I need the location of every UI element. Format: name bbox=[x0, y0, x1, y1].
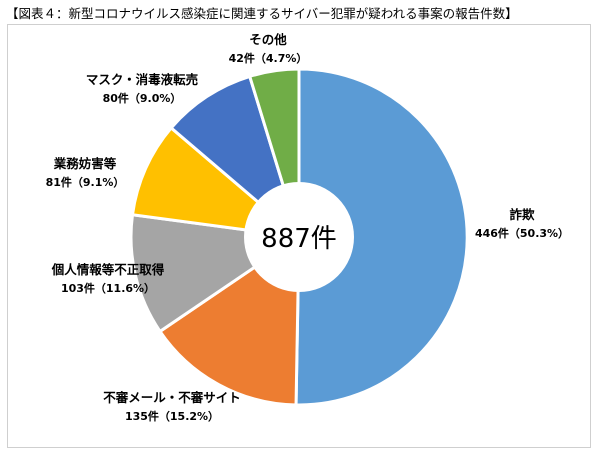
slice-label-5: その他 bbox=[249, 32, 287, 47]
slice-value-4: 80件（9.0%） bbox=[103, 91, 182, 105]
slice-label-2: 個人情報等不正取得 bbox=[51, 262, 165, 277]
slice-value-2: 103件（11.6%） bbox=[61, 281, 155, 295]
donut-hole bbox=[244, 182, 354, 292]
slice-value-1: 135件（15.2%） bbox=[125, 409, 219, 423]
slice-label-4: マスク・消毒液転売 bbox=[86, 72, 199, 87]
slice-label-1: 不審メール・不審サイト bbox=[103, 390, 241, 405]
chart-frame bbox=[7, 24, 591, 448]
slice-label-0: 詐欺 bbox=[509, 207, 535, 222]
slice-0 bbox=[294, 67, 469, 407]
labels-group: 詐欺 446件（50.3%） 不審メール・不審サイト 135件（15.2%） 個人情報等… bbox=[46, 32, 569, 423]
slice-label-3: 業務妨害等 bbox=[53, 156, 117, 171]
slice-value-0: 446件（50.3%） bbox=[475, 226, 569, 240]
center-total-label: 887件 bbox=[261, 224, 337, 254]
slice-value-5: 42件（4.7%） bbox=[229, 51, 308, 65]
chart-title: 【図表４：新型コロナウイルス感染症に関連するサイバー犯罪が疑われる事案の報告件数… bbox=[6, 6, 518, 21]
slice-value-3: 81件（9.1%） bbox=[46, 175, 125, 189]
